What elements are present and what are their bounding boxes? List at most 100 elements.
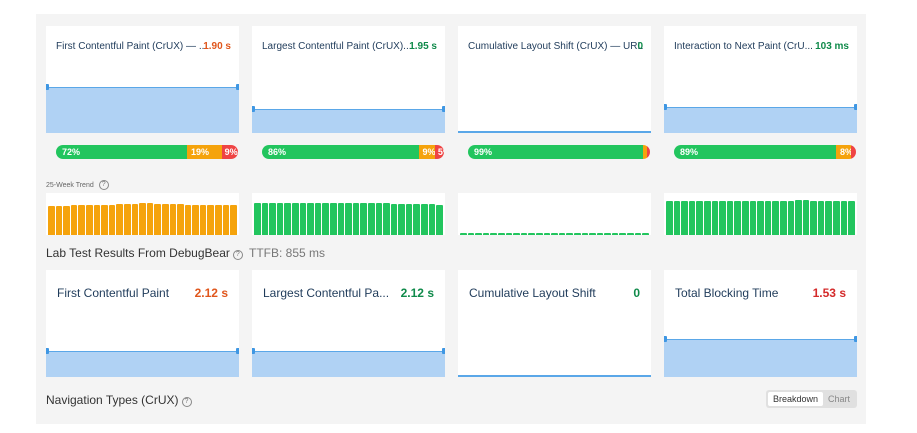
trend-bar[interactable] [421,204,428,235]
trend-bar[interactable] [307,203,314,235]
trend-bar[interactable] [146,203,154,235]
trend-bar[interactable] [254,203,261,235]
trend-bar[interactable] [513,233,520,235]
trend-bar[interactable] [482,233,490,235]
trend-bar[interactable] [634,233,642,235]
trend-bar[interactable] [169,204,177,235]
trend-bar[interactable] [207,205,215,235]
trend-bar[interactable] [681,201,688,235]
trend-bar[interactable] [795,200,802,235]
trend-bar[interactable] [703,201,711,235]
trend-bar[interactable] [215,205,222,235]
trend-bar[interactable] [55,206,63,235]
trend-bar[interactable] [772,201,779,235]
trend-bar[interactable] [787,201,795,235]
trend-bar[interactable] [475,233,482,235]
trend-bar[interactable] [505,233,513,235]
trend-bar[interactable] [566,233,573,235]
lab-metric-card[interactable]: Cumulative Layout Shift 0 [458,270,651,377]
trend-bar[interactable] [383,203,390,235]
trend-bar[interactable] [139,203,146,235]
trend-bar[interactable] [611,233,619,235]
trend-bar[interactable] [291,203,299,235]
trend-bar[interactable] [360,203,367,235]
trend-bar[interactable] [284,203,291,235]
trend-bar[interactable] [810,201,817,235]
trend-bar[interactable] [848,201,855,235]
trend-bar[interactable] [558,233,566,235]
trend-bar[interactable] [269,203,276,235]
trend-bar[interactable] [390,204,398,235]
trend-bar[interactable] [666,201,673,235]
trend-bar[interactable] [757,201,764,235]
trend-bar[interactable] [177,204,184,235]
trend-bar[interactable] [573,233,581,235]
trend-bar[interactable] [490,233,497,235]
trend-bar[interactable] [589,233,596,235]
trend-bar[interactable] [161,204,169,235]
trend-bar[interactable] [192,205,199,235]
trend-bar[interactable] [627,233,634,235]
trend-bar[interactable] [322,203,329,235]
trend-bar[interactable] [817,201,825,235]
trend-bar[interactable] [551,233,558,235]
trend-bar[interactable] [70,205,78,235]
lab-metric-card[interactable]: Total Blocking Time 1.53 s [664,270,857,377]
trend-bar[interactable] [345,203,352,235]
help-icon[interactable]: ? [181,397,192,407]
trend-bar[interactable] [436,205,443,235]
trend-bar[interactable] [696,201,703,235]
trend-bar[interactable] [596,233,604,235]
trend-bar[interactable] [123,204,131,235]
distribution-bar[interactable]: 86%9%5% [262,145,444,159]
trend-bar[interactable] [520,233,528,235]
trend-bar[interactable] [276,203,284,235]
trend-bar[interactable] [428,204,436,235]
trend-bar[interactable] [398,204,405,235]
trend-bar[interactable] [108,205,116,235]
trend-bar[interactable] [840,201,848,235]
trend-bar[interactable] [711,201,719,235]
trend-bar[interactable] [375,203,383,235]
chart-tab[interactable]: Chart [827,394,850,404]
trend-bar[interactable] [833,201,840,235]
trend-bar[interactable] [116,204,123,235]
trend-bar[interactable] [619,233,627,235]
help-icon[interactable]: ? [232,250,243,260]
trend-bar[interactable] [337,203,345,235]
lab-metric-card[interactable]: First Contentful Paint 2.12 s [46,270,239,377]
trend-bar[interactable] [779,201,787,235]
trend-bar[interactable] [63,206,70,235]
trend-bar[interactable] [734,201,741,235]
trend-bar[interactable] [352,203,360,235]
trend-bar[interactable] [543,233,551,235]
trend-bar[interactable] [581,233,589,235]
trend-bar[interactable] [467,233,475,235]
trend-bar[interactable] [741,201,749,235]
crux-metric-card[interactable]: First Contentful Paint (CrUX) — ... 1.90 … [46,26,239,133]
trend-bar[interactable] [719,201,726,235]
crux-metric-card[interactable]: Interaction to Next Paint (CrU... 103 ms [664,26,857,133]
trend-bar[interactable] [329,203,337,235]
trend-bar[interactable] [230,205,237,235]
trend-bar[interactable] [825,201,833,235]
trend-bar[interactable] [261,203,269,235]
trend-bar[interactable] [93,205,101,235]
trend-bar[interactable] [673,201,681,235]
trend-bar[interactable] [642,233,649,235]
crux-metric-card[interactable]: Largest Contentful Paint (CrUX)... 1.95 s [252,26,445,133]
trend-bar[interactable] [85,205,93,235]
trend-bar[interactable] [604,233,611,235]
trend-bar[interactable] [101,205,108,235]
lab-metric-card[interactable]: Largest Contentful Pa... 2.12 s [252,270,445,377]
trend-bar[interactable] [184,205,192,235]
trend-bar[interactable] [413,204,421,235]
trend-bar[interactable] [48,206,55,235]
breakdown-tab[interactable]: Breakdown [767,392,823,406]
trend-bar[interactable] [405,204,413,235]
trend-bar[interactable] [78,205,85,235]
trend-bar[interactable] [749,201,757,235]
trend-bar[interactable] [764,201,772,235]
trend-bar[interactable] [299,203,307,235]
trend-bar[interactable] [497,233,505,235]
